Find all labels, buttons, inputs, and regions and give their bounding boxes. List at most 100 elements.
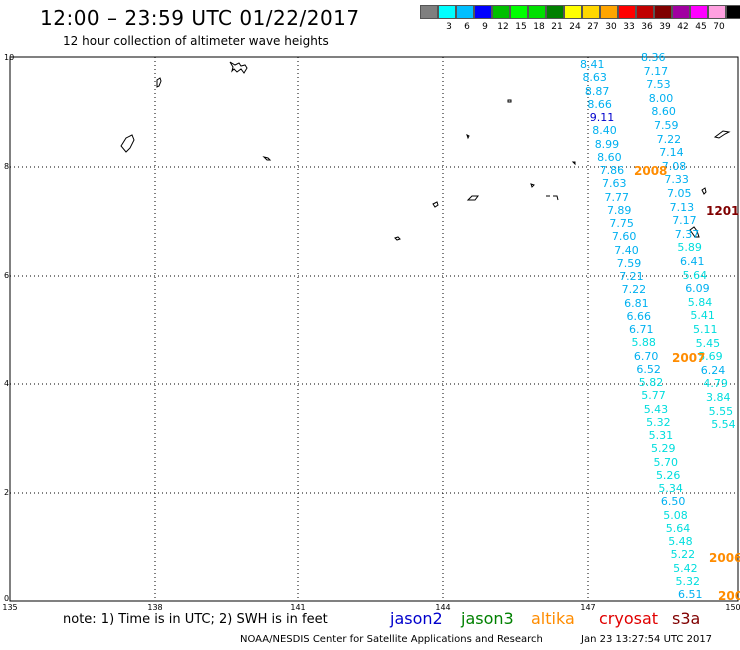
island [713,130,731,139]
wave-height-value: 7.53 [646,78,671,92]
legend-item: jason3 [461,609,514,628]
island [156,77,162,88]
wave-height-value: 7.77 [604,190,630,204]
wave-height-value: 8.66 [587,97,612,111]
latitude-label: 8 [4,162,10,171]
wave-height-value: 5.88 [631,336,656,350]
legend-item: s3a [672,609,701,628]
colorbar-tick-label: 39 [659,22,671,32]
wave-height-value: 6.24 [700,363,726,377]
wave-height-value: 8.40 [592,124,617,138]
year-label: 2008 [634,164,668,178]
wave-height-value: 6.81 [624,296,649,310]
wave-height-value: 7.22 [621,283,647,297]
colorbar-tick-label: 70 [713,22,725,32]
wave-height-value: 5.69 [698,350,723,364]
footer-note: note: 1) Time is in UTC; 2) SWH is in fe… [63,612,328,627]
longitude-label: 141 [290,603,306,612]
colorbar-swatch [420,5,438,19]
wave-height-value: 7.33 [664,173,689,187]
island [394,236,401,241]
wave-height-value: 7.60 [611,230,637,244]
wave-height-value: 6.66 [626,309,652,323]
legend-item: jason2 [390,609,443,628]
page-title: 12:00 – 23:59 UTC 01/22/2017 [40,6,360,30]
legend-item: altika [531,609,575,628]
wave-height-value: 4.79 [703,377,728,391]
wave-height-value: 6.50 [660,495,686,509]
wave-height-value: 5.77 [641,389,666,403]
wave-height-value: 6.51 [678,588,703,601]
colorbar-tick-label: 45 [695,22,707,32]
island [432,201,439,208]
longitude-label: 150 [725,603,740,612]
wave-height-value: 7.86 [599,164,625,177]
wave-height-value: 7.22 [656,132,682,146]
wave-height-value: 5.64 [682,268,708,282]
wave-height-value: 6.71 [629,323,654,336]
latitude-label: 4 [4,379,10,388]
wave-height-value: 5.22 [670,548,696,562]
wave-height-value: 8.00 [648,91,674,105]
wave-height-value: 6.41 [680,255,705,268]
wave-height-value: 6.09 [685,282,710,296]
wave-height-value: 5.89 [677,241,702,255]
year-label: 2007 [672,351,706,365]
wave-height-value: 5.43 [643,402,669,416]
colorbar-tick-label: 36 [641,22,653,32]
colorbar-swatch [456,5,474,19]
island [466,134,470,140]
island [262,156,272,161]
graticule [10,57,738,601]
wave-height-value: 7.21 [619,270,644,283]
latitude-label: 0 [4,594,10,603]
wave-height-value: 7.75 [609,217,634,230]
wave-height-value: 5.08 [663,508,688,522]
latitude-label: 6 [4,271,10,280]
colorbar-swatch [690,5,708,19]
wave-height-value: 5.29 [651,442,676,456]
colorbar-swatch [654,5,672,19]
year-label: 200 [718,589,740,603]
wave-height-value: 7.59 [654,119,679,132]
wave-height-value: 5.26 [655,468,681,482]
wave-height-value: 7.59 [616,256,642,270]
wave-height-value: 5.34 [658,482,683,495]
latitude-label: 2 [4,488,10,497]
longitude-label: 135 [2,603,18,612]
wave-height-value: 5.42 [673,561,698,575]
wave-height-value: 5.64 [665,521,691,535]
colorbar-tick-label: 3 [446,22,452,32]
colorbar-swatch [582,5,600,19]
colorbar-tick-label: 6 [464,22,470,32]
longitude-label: 144 [435,603,451,612]
wave-height-value: 5.82 [638,376,664,389]
wave-height-value: 7.63 [602,177,627,191]
wave-height-value: 6.70 [633,349,659,363]
wave-height-value: 5.32 [646,415,671,429]
colorbar-tick-label: 12 [497,22,509,32]
wave-height-value: 8.60 [651,105,676,119]
wave-height-value: 8.99 [594,137,620,151]
latitude-label: 10 [4,53,15,62]
island [689,226,700,238]
page-subtitle: 12 hour collection of altimeter wave hei… [63,34,329,48]
wave-height-value: 7.17 [672,214,697,228]
wave-height-value: 7.08 [661,159,687,173]
wave-height-value: 5.84 [687,295,713,309]
colorbar-tick-label: 9 [482,22,488,32]
wave-height-value: 8.63 [582,71,607,85]
wave-height-value: 6.52 [636,362,661,376]
wave-height-value: 5.70 [653,455,679,469]
island [466,195,479,201]
wave-height-value: 7.05 [667,187,692,200]
year-label: 2006 [709,551,740,565]
colorbar-swatch [600,5,618,19]
colorbar-swatch [618,5,636,19]
colorbar-swatch [438,5,456,19]
island [120,134,135,153]
wave-height-value: 8.41 [580,58,605,71]
wave-height-value: 5.11 [693,323,718,336]
wave-height-value: 8.36 [641,51,666,64]
